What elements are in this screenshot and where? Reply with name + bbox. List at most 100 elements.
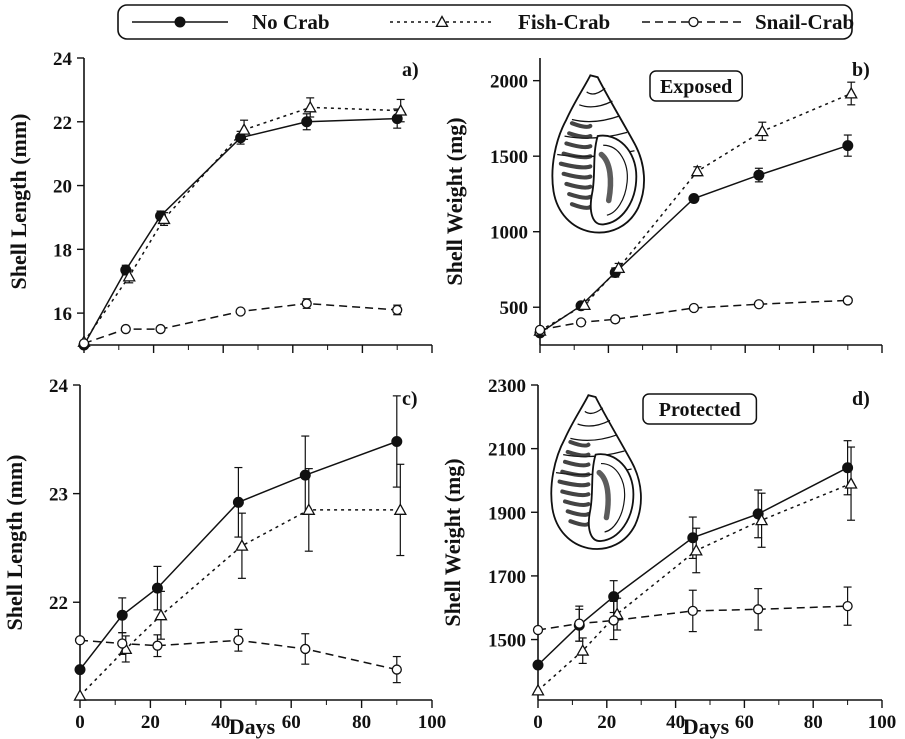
y-tick-label: 24 [49, 376, 69, 397]
y-axis-title: Shell Length (mm) [2, 455, 27, 631]
x-tick-label: 40 [666, 712, 685, 733]
data-point [303, 100, 317, 113]
panel-label: d) [852, 388, 870, 410]
series-line [539, 299, 848, 331]
shell-band [567, 131, 593, 140]
y-axis-title: Shell Length (mm) [6, 114, 31, 290]
series-fish-crab [531, 446, 858, 696]
shell-whorl [584, 407, 604, 415]
data-point [532, 659, 544, 671]
data-point [157, 212, 171, 225]
data-point [73, 688, 87, 701]
legend-box [117, 4, 853, 40]
series-snail-crab [534, 295, 853, 336]
data-point [690, 164, 704, 177]
condition-tag: Exposed [660, 76, 732, 98]
y-tick-label: 2000 [490, 72, 528, 93]
data-point [577, 298, 592, 311]
data-point [392, 304, 403, 316]
panel-label: a) [402, 59, 419, 81]
y-tick-label: 2300 [488, 376, 526, 397]
x-tick-label: 100 [868, 712, 897, 733]
x-tick-label: 60 [282, 712, 301, 733]
data-point [576, 643, 590, 656]
x-tick-label: 80 [352, 712, 371, 733]
shell-whorl [570, 434, 618, 442]
shell-band [568, 519, 591, 527]
series-line [79, 509, 401, 697]
y-tick-label: 500 [500, 298, 529, 319]
data-point [391, 435, 403, 447]
snail-shell [550, 394, 642, 550]
data-point [688, 302, 700, 314]
data-point [233, 635, 244, 646]
data-point [237, 122, 251, 135]
data-point [532, 624, 544, 636]
data-point [120, 323, 131, 335]
data-point [152, 640, 163, 651]
shell-whorl [586, 87, 606, 95]
data-point [117, 638, 128, 649]
x-tick-label: 60 [735, 712, 754, 733]
data-point [753, 604, 764, 615]
aperture-shadow [596, 469, 611, 521]
data-point [610, 314, 621, 325]
panel-a: 16 18 20 22 24 Shell Length (mm) a) [6, 49, 433, 353]
data-point [78, 338, 90, 349]
data-point [842, 600, 853, 612]
series-line [539, 92, 852, 332]
shell-band [558, 161, 593, 170]
y-tick-label: 2100 [488, 440, 526, 461]
series-line [539, 144, 849, 334]
legend-label: Fish-Crab [518, 10, 610, 34]
shell-band [565, 449, 591, 458]
data-point [74, 664, 86, 676]
shell-band [568, 439, 591, 448]
data-point [689, 543, 703, 556]
condition-tag-box [642, 393, 758, 425]
x-tick-label: 80 [804, 712, 823, 733]
series-line [537, 482, 852, 692]
data-point [612, 261, 626, 274]
data-point [122, 269, 136, 282]
data-point [301, 298, 312, 309]
y-tick-label: 22 [49, 593, 68, 614]
panel-d: 0 20 40 60 80 100 1500 1700 1900 2100 2300 Shell We… [440, 376, 896, 739]
x-tick-label: 0 [75, 712, 85, 733]
condition-tag: Protected [659, 399, 741, 421]
panel-label: b) [852, 59, 870, 81]
data-point [116, 609, 128, 621]
x-tick-label: 40 [211, 712, 230, 733]
data-point [842, 295, 853, 306]
shell-band [567, 191, 593, 200]
shell-band [565, 509, 591, 517]
data-point [755, 124, 769, 137]
shell-band [562, 459, 591, 468]
y-tick-label: 1900 [488, 503, 526, 524]
series-line [537, 467, 848, 666]
legend-item-fish-crab: Fish-Crab [390, 10, 610, 34]
data-point [534, 324, 546, 336]
data-point [608, 615, 619, 626]
series-line [79, 440, 398, 671]
legend-marker [435, 15, 449, 28]
data-point [232, 496, 244, 508]
x-axis-title: Days [683, 714, 730, 739]
panel-label: c) [402, 388, 418, 410]
data-point [155, 323, 166, 335]
shell-whorl [564, 131, 628, 139]
y-tick-label: 1000 [490, 223, 528, 244]
data-point [154, 608, 168, 621]
data-point [301, 116, 313, 128]
y-tick-label: 24 [53, 49, 73, 70]
series-snail-crab [74, 628, 402, 684]
y-tick-label: 22 [53, 113, 72, 134]
y-tick-label: 1500 [490, 147, 528, 168]
shell-whorl [571, 115, 620, 123]
y-axis-title: Shell Weight (mg) [440, 458, 465, 626]
data-point [844, 86, 858, 99]
data-point [531, 683, 545, 696]
shell-band [569, 202, 593, 210]
